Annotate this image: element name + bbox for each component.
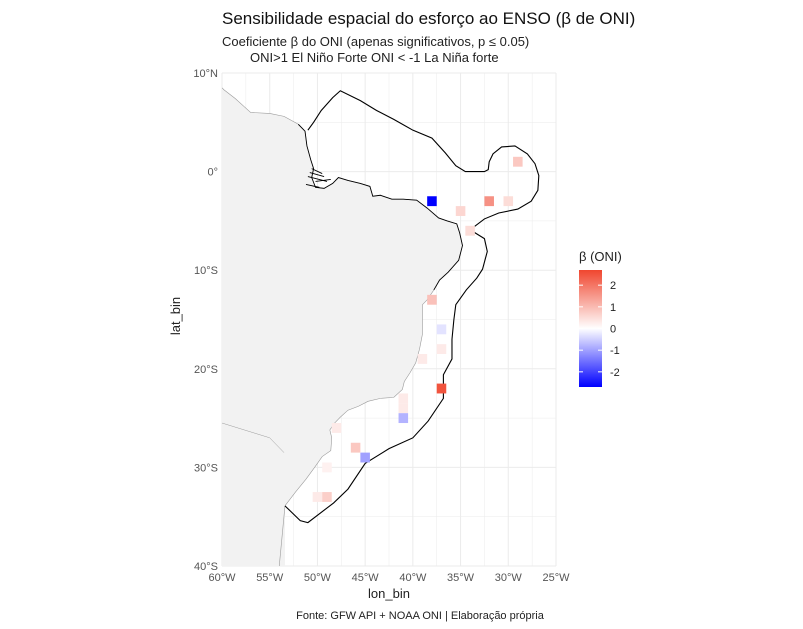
heatmap-cell [436, 324, 447, 335]
x-tick-label: 35°W [447, 572, 475, 584]
eez-boundary [284, 90, 540, 524]
amazon-delta-line [311, 168, 323, 174]
y-tick-label: 40°S [194, 561, 218, 573]
legend: β (ONI) 2 1 0 -1 -2 [579, 249, 622, 387]
land-mass [222, 73, 463, 566]
legend-tick-label: 2 [610, 280, 616, 292]
x-axis-title: lon_bin [368, 586, 410, 601]
chart-subtitle-line-1: Coeficiente β do ONI (apenas significati… [222, 34, 529, 49]
country-border [222, 422, 285, 453]
heatmap-cell [398, 413, 409, 424]
heatmap-cell [322, 462, 332, 473]
heatmap-cell [312, 492, 323, 502]
heatmap-cell [513, 156, 523, 167]
heatmap-cell [427, 196, 437, 207]
y-tick-label: 30°S [194, 462, 218, 474]
heatmap-cell [436, 383, 447, 394]
x-tick-label: 40°W [399, 572, 427, 584]
heatmap-cell [360, 452, 370, 463]
x-tick-label: 50°W [304, 572, 332, 584]
legend-tick-label: -2 [610, 367, 620, 379]
x-tick-label: 60°W [208, 572, 236, 584]
legend-ticks: 2 1 0 -1 -2 [579, 280, 620, 379]
legend-colorbar [579, 270, 602, 387]
y-tick-label: 10°N [193, 68, 218, 80]
legend-title: β (ONI) [579, 249, 622, 264]
coastline-south [278, 505, 286, 566]
y-axis-ticks: 10°N 0° 10°S 20°S 30°S 40°S [193, 68, 218, 573]
heatmap-cell [436, 344, 447, 355]
heatmap-cell [331, 423, 342, 433]
heatmap-cell [465, 225, 475, 236]
heatmap-cell [322, 492, 332, 502]
legend-tick-label: 0 [610, 324, 616, 336]
heatmap-cell [427, 294, 437, 305]
amazon-delta-line [309, 172, 325, 177]
heatmap-cell [484, 196, 494, 207]
chart-title: Sensibilidade espacial do esforço ao ENS… [222, 9, 635, 28]
eez-boundary-layer [284, 90, 540, 524]
heatmap-cell [398, 403, 409, 414]
heatmap-cells [312, 156, 523, 502]
y-tick-label: 20°S [194, 364, 218, 376]
x-tick-label: 45°W [352, 572, 380, 584]
heatmap-cell [455, 206, 466, 216]
amazon-delta-line [305, 183, 320, 188]
heatmap-cell [503, 196, 514, 207]
chart-subtitle-line-2: ONI>1 El Niño Forte ONI < -1 La Niña for… [250, 50, 499, 65]
legend-tick-label: -1 [610, 345, 620, 357]
plot-panel [221, 72, 557, 567]
heatmap-cell [350, 442, 361, 453]
x-tick-label: 25°W [542, 572, 570, 584]
x-tick-label: 30°W [495, 572, 523, 584]
caption: Fonte: GFW API + NOAA ONI | Elaboração p… [296, 610, 545, 622]
amazon-delta-line [315, 179, 331, 182]
x-axis-ticks: 60°W 55°W 50°W 45°W 40°W 35°W 30°W 25°W [208, 572, 570, 584]
heatmap-cell [398, 393, 409, 404]
y-axis-title: lat_bin [168, 297, 183, 335]
legend-tick-label: 1 [610, 302, 616, 314]
x-tick-label: 55°W [256, 572, 284, 584]
y-tick-label: 10°S [194, 265, 218, 277]
heatmap-cell [417, 354, 428, 364]
y-tick-label: 0° [207, 167, 218, 179]
